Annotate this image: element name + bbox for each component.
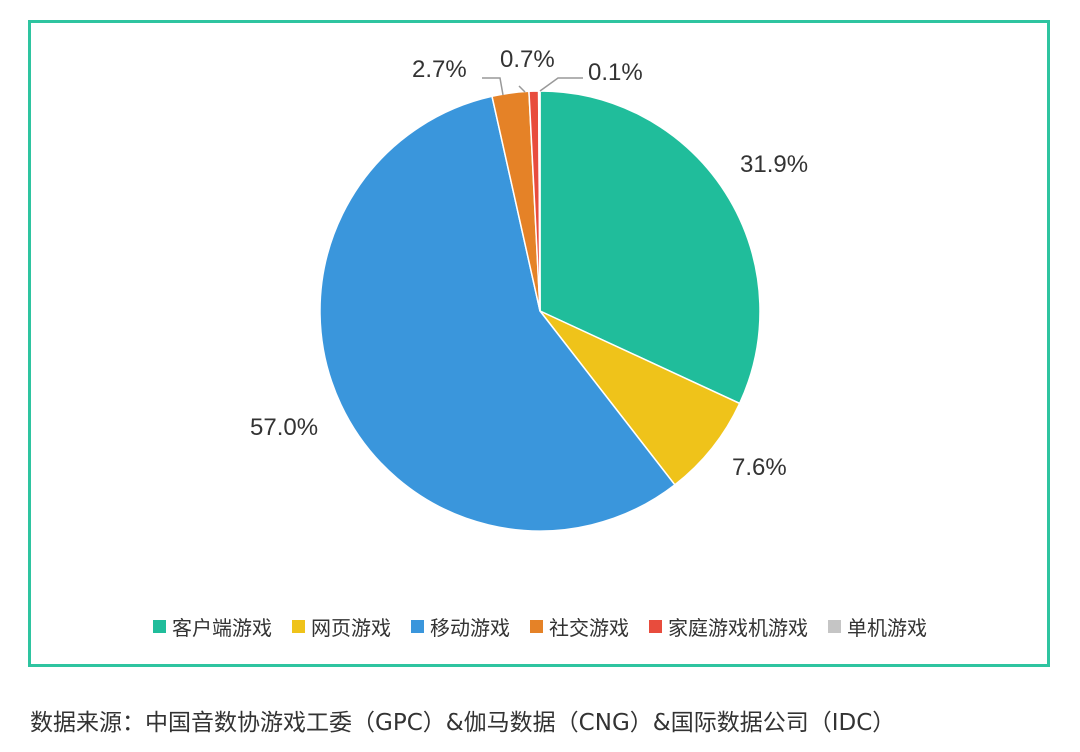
slice-label-3: 57.0% — [250, 414, 318, 441]
slice-label-2: 7.6% — [732, 454, 787, 481]
legend-swatch — [411, 620, 424, 633]
legend-swatch — [828, 620, 841, 633]
slice-label-5: 0.7% — [500, 46, 555, 73]
legend-item-2: 网页游戏 — [292, 612, 391, 641]
legend-item-4: 社交游戏 — [530, 612, 629, 641]
slice-label-4: 2.7% — [412, 56, 467, 83]
leader-lines — [482, 77, 583, 96]
legend-swatch — [292, 620, 305, 633]
legend-label: 家庭游戏机游戏 — [668, 616, 808, 640]
pie-chart: 31.9% 7.6% 57.0% 2.7% 0.7% 0.1% — [250, 46, 808, 532]
legend-swatch — [530, 620, 543, 633]
slice-label-6: 0.1% — [588, 59, 643, 86]
slice-label-1: 31.9% — [740, 151, 808, 178]
data-source-note: 数据来源：中国音数协游戏工委（GPC）&伽马数据（CNG）&国际数据公司（IDC… — [30, 710, 896, 736]
legend-label: 单机游戏 — [847, 616, 927, 640]
pie-slices — [319, 90, 761, 532]
chart-legend: 客户端游戏 网页游戏 移动游戏 社交游戏 家庭游戏机游戏 单机游戏 — [0, 612, 1080, 641]
legend-label: 网页游戏 — [311, 616, 391, 640]
legend-item-1: 客户端游戏 — [153, 612, 272, 641]
pie-slice-6 — [537, 90, 541, 312]
legend-item-6: 单机游戏 — [828, 612, 927, 641]
slice-labels: 31.9% 7.6% 57.0% 2.7% 0.7% 0.1% — [250, 46, 808, 481]
legend-label: 移动游戏 — [430, 616, 510, 640]
legend-item-5: 家庭游戏机游戏 — [649, 612, 808, 641]
pie-slice-2 — [539, 310, 741, 486]
legend-swatch — [649, 620, 662, 633]
leader-line-5 — [518, 85, 526, 93]
legend-item-3: 移动游戏 — [411, 612, 510, 641]
leader-line-4 — [482, 77, 504, 96]
legend-swatch — [153, 620, 166, 633]
leader-line-6 — [539, 77, 583, 92]
legend-label: 客户端游戏 — [172, 616, 272, 640]
legend-label: 社交游戏 — [549, 616, 629, 640]
pie-slice-3 — [319, 95, 676, 532]
pie-slice-1 — [539, 90, 761, 405]
